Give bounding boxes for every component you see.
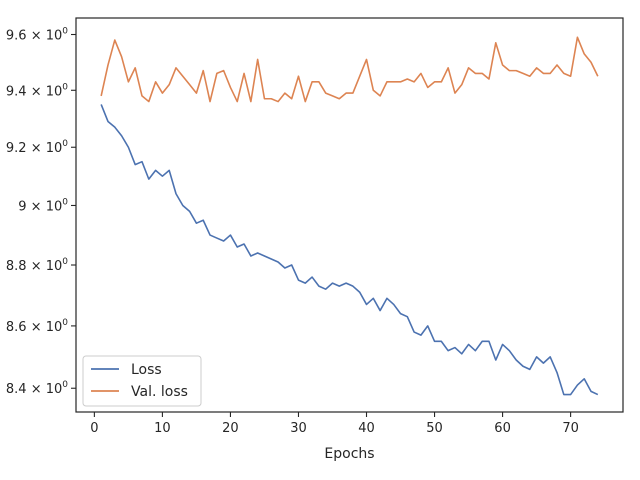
y-tick-base: 8.8 × 10 xyxy=(6,259,62,274)
x-tick-label: 50 xyxy=(426,421,443,436)
y-tick-label: 9.2 × 100 xyxy=(6,139,68,156)
y-tick-base: 9.6 × 10 xyxy=(6,29,62,44)
y-tick-exponent: 0 xyxy=(62,197,68,207)
legend: Loss Val. loss xyxy=(82,355,202,407)
y-tick-base: 8.4 × 10 xyxy=(6,382,62,397)
y-tick-label: 8.6 × 100 xyxy=(6,318,68,335)
legend-label: Loss xyxy=(131,362,162,378)
series-layer xyxy=(100,36,599,396)
y-tick-base: 8.6 × 10 xyxy=(6,320,62,335)
x-tick-label: 30 xyxy=(290,421,307,436)
y-tick-base: 9.2 × 10 xyxy=(6,141,62,156)
y-tick-exponent: 0 xyxy=(62,257,68,267)
x-tick-label: 70 xyxy=(562,421,579,436)
plot-frame xyxy=(75,17,624,413)
y-tick-base: 9.4 × 10 xyxy=(6,84,62,99)
x-tick-label: 10 xyxy=(154,421,171,436)
x-tick-label: 20 xyxy=(222,421,239,436)
y-tick-base: 9 × 10 xyxy=(18,199,62,214)
x-axis: 0 10 20 30 40 50 60 70 xyxy=(90,412,579,436)
legend-label: Val. loss xyxy=(131,384,188,400)
y-tick-label: 8.4 × 100 xyxy=(6,380,68,397)
y-tick-label: 9.6 × 100 xyxy=(6,27,68,44)
y-tick-label: 9 × 100 xyxy=(18,197,68,214)
y-tick-exponent: 0 xyxy=(62,318,68,328)
series-line-loss xyxy=(100,104,599,396)
x-tick-label: 60 xyxy=(494,421,511,436)
x-tick-label: 0 xyxy=(90,421,98,436)
y-tick-label: 8.8 × 100 xyxy=(6,257,68,274)
y-tick-exponent: 0 xyxy=(62,82,68,92)
x-tick-label: 40 xyxy=(358,421,375,436)
series-line-val-loss xyxy=(100,36,599,103)
y-tick-exponent: 0 xyxy=(62,380,68,390)
y-tick-label: 9.4 × 100 xyxy=(6,82,68,99)
y-tick-exponent: 0 xyxy=(62,27,68,37)
y-tick-exponent: 0 xyxy=(62,139,68,149)
plot-area xyxy=(75,17,624,413)
x-axis-label: Epochs xyxy=(324,446,374,462)
